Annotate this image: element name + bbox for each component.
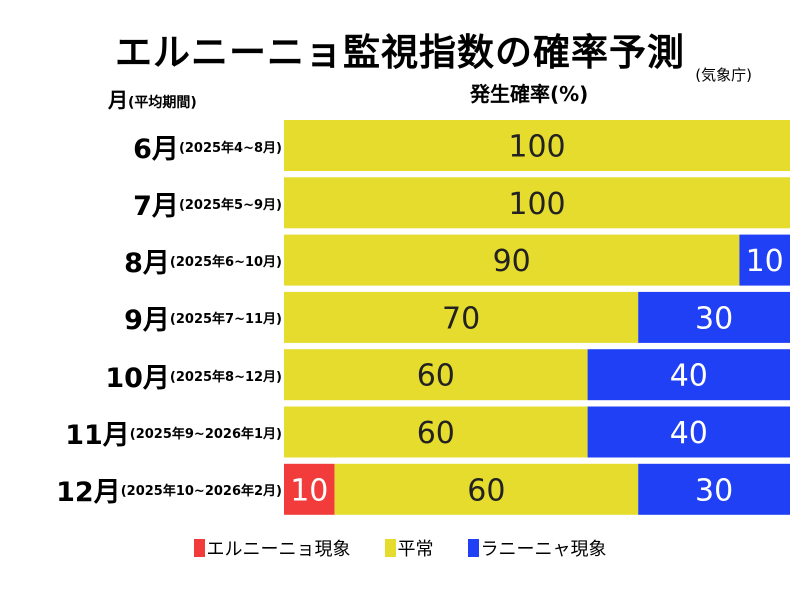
- data-label: 70: [442, 301, 480, 336]
- legend-item: エルニーニョ現象: [193, 535, 351, 561]
- category-label: 9月 (2025年7~11月): [124, 292, 282, 344]
- data-label: 40: [670, 416, 708, 451]
- category-month: 12月: [56, 477, 121, 509]
- category-month: 8月: [124, 248, 170, 280]
- bar-segment: [284, 120, 790, 171]
- x-axis-label: 発生確率(%): [470, 82, 589, 106]
- bar-segment: [284, 406, 588, 458]
- category-month: 6月: [133, 133, 179, 165]
- legend-swatch: [193, 539, 205, 557]
- legend-label: 平常: [397, 539, 434, 560]
- data-label: 60: [417, 416, 455, 451]
- bar-segment: [284, 177, 790, 229]
- category-label: 11月 (2025年9~2026年1月): [65, 407, 282, 459]
- category-period: (2025年10~2026年2月): [120, 484, 282, 500]
- data-label: 100: [508, 187, 565, 222]
- data-label: 40: [670, 359, 708, 394]
- data-label: 10: [290, 473, 328, 508]
- category-label: 12月 (2025年10~2026年2月): [56, 464, 282, 516]
- legend-swatch: [467, 539, 479, 557]
- category-label: 7月 (2025年5~9月): [133, 177, 282, 229]
- category-period: (2025年5~9月): [178, 197, 282, 213]
- category-period: (2025年9~2026年1月): [129, 427, 282, 442]
- data-label: 90: [493, 244, 531, 279]
- bar-segment: [739, 234, 790, 286]
- legend-swatch: [384, 539, 396, 557]
- bar-segment: [638, 463, 790, 515]
- y-axis-label-main: 月: [108, 88, 128, 112]
- legend-item: ラニーニャ現象: [467, 535, 607, 561]
- data-label: 10: [746, 244, 784, 279]
- y-axis-label-sub: (平均期間): [128, 95, 197, 111]
- data-label: 100: [508, 130, 565, 165]
- category-label: 10月 (2025年8~12月): [105, 349, 282, 401]
- category-period: (2025年4~8月): [178, 140, 282, 156]
- bar-segment: [587, 349, 790, 401]
- bar-segment: [284, 291, 639, 343]
- chart-title: エルニーニョ監視指数の確率予測: [115, 31, 685, 74]
- category-period: (2025年7~11月): [169, 312, 282, 328]
- category-label: 8月 (2025年6~10月): [124, 235, 282, 287]
- legend: エルニーニョ現象 平常 ラニーニャ現象: [0, 535, 800, 561]
- bar-segment: [638, 291, 790, 343]
- category-month: 9月: [124, 305, 170, 337]
- category-period: (2025年6~10月): [169, 255, 282, 271]
- bar-segment: [284, 463, 335, 515]
- source-note: (気象庁): [695, 66, 752, 84]
- category-label: 6月 (2025年4~8月): [133, 120, 282, 172]
- legend-label: ラニーニャ現象: [480, 539, 607, 560]
- category-month: 7月: [133, 190, 179, 222]
- y-axis-label: 月(平均期間): [108, 84, 197, 113]
- legend-label: エルニーニョ現象: [206, 539, 351, 560]
- data-label: 30: [695, 473, 733, 508]
- data-label: 60: [417, 359, 455, 394]
- category-month: 11月: [65, 420, 130, 451]
- data-label: 60: [467, 473, 505, 508]
- legend-item: 平常: [384, 535, 434, 561]
- category-month: 10月: [105, 362, 170, 394]
- bar-segment: [334, 463, 639, 515]
- bar-segment: [587, 406, 790, 458]
- data-label: 30: [695, 301, 733, 336]
- bar-segment: [284, 234, 740, 286]
- bar-segment: [284, 349, 588, 401]
- category-period: (2025年8~12月): [169, 369, 282, 385]
